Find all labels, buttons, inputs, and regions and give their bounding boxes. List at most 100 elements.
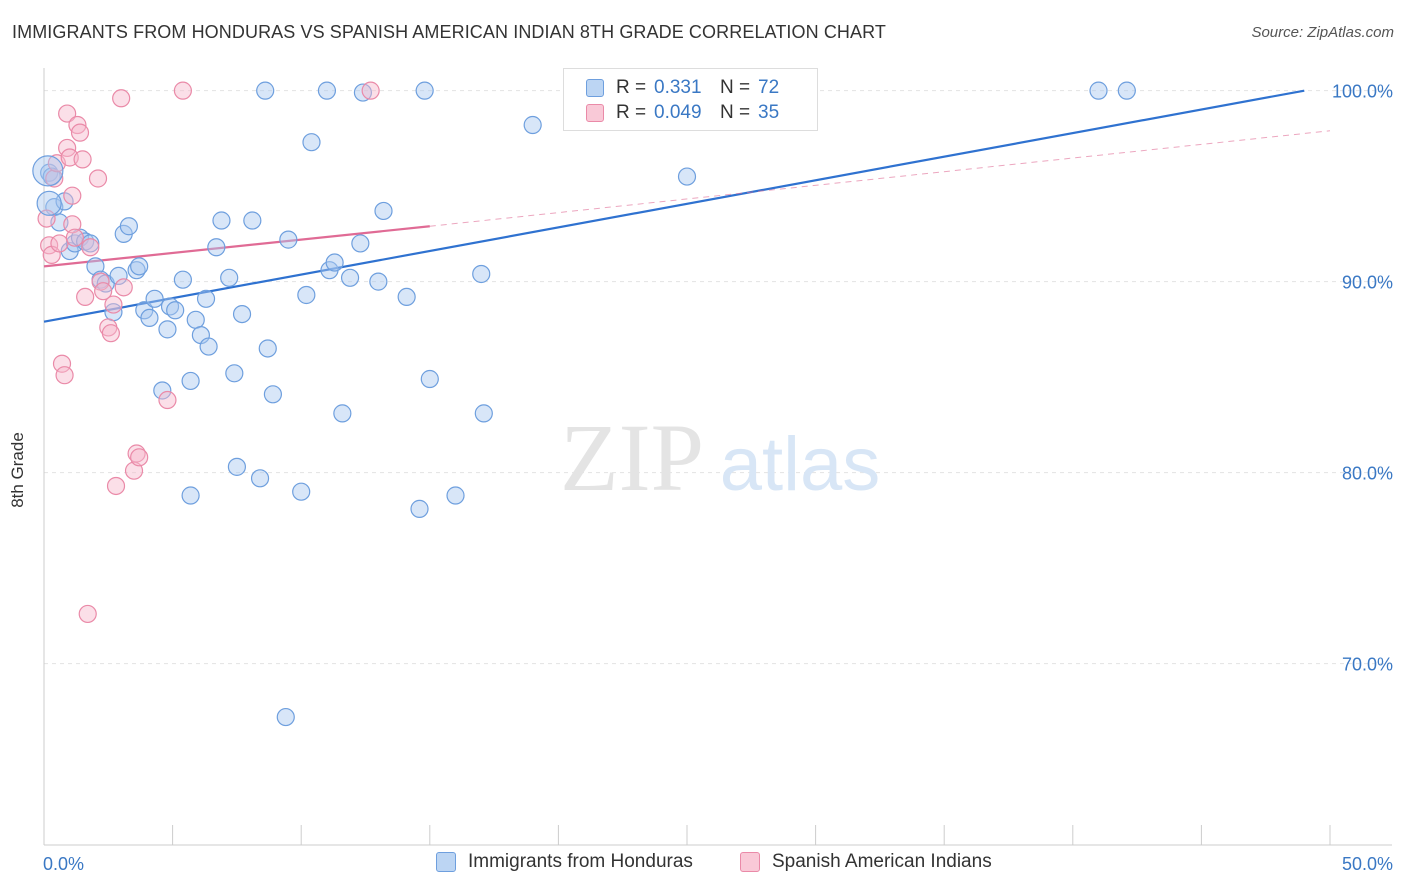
pink-swatch [586,104,604,122]
series-legend: Immigrants from Honduras Spanish America… [0,851,1406,877]
stats-legend: R = 0.331 N = 72 R = 0.049 N = 35 [563,68,818,131]
r-label: R = [616,102,647,123]
n-label: N = [720,77,751,98]
point-spanish-american-indians [73,150,92,169]
point-spanish-american-indians [94,282,113,301]
point-honduras [677,167,697,186]
point-honduras [523,115,542,135]
point-honduras [220,268,239,287]
y-tick-label: 80.0% [1342,464,1393,484]
point-honduras [472,264,491,284]
point-honduras [302,133,321,152]
point-spanish-american-indians [81,238,100,257]
point-honduras [186,310,205,329]
r-label: R = [616,77,647,98]
point-honduras [317,81,337,100]
point-honduras [340,268,360,287]
point-honduras [207,238,226,257]
y-tick-label: 100.0% [1332,82,1393,102]
point-spanish-american-indians [55,366,74,385]
point-honduras [351,234,370,253]
axes [43,68,1392,846]
point-spanish-american-indians [114,278,133,297]
point-honduras-cluster [32,155,64,187]
point-honduras [153,381,172,400]
point-honduras [415,81,434,100]
legend-item-honduras[interactable]: Immigrants from Honduras [436,851,693,873]
point-spanish-american-indians [52,354,72,373]
source-label: Source: ZipAtlas.com [1251,24,1394,41]
point-spanish-american-indians [173,81,192,100]
blue-swatch [586,79,604,97]
point-honduras [243,211,262,230]
legend-row-honduras: R = 0.331 N = 72 [586,76,779,100]
point-honduras [158,320,177,339]
point-honduras [258,339,277,358]
point-honduras [397,287,416,306]
point-honduras [212,211,231,230]
x-tick-label-max: 50.0% [1342,854,1393,874]
point-honduras [130,257,149,276]
legend-row-spanish-american-indians: R = 0.049 N = 35 [586,101,779,125]
point-honduras [140,308,159,328]
point-spanish-american-indians [45,169,64,188]
pink-swatch [740,852,760,872]
watermark: ZIP atlas [560,404,880,511]
y-tick-label: 90.0% [1342,273,1393,293]
point-honduras [250,469,270,488]
chart-title: IMMIGRANTS FROM HONDURAS VS SPANISH AMER… [12,22,886,42]
point-honduras [181,371,200,391]
point-spanish-american-indians [106,476,126,496]
n-value: 35 [758,102,780,123]
point-honduras [297,285,316,305]
point-spanish-american-indians [158,390,177,410]
point-honduras [232,304,252,324]
watermark-zip: ZIP [560,404,704,511]
point-honduras [1089,81,1108,100]
trendline-extension-spanish-american-indians [429,130,1331,227]
point-honduras [325,253,344,272]
point-spanish-american-indians [63,186,82,205]
tick-labels: 70.0% 80.0% 90.0% 100.0% 0.0% 50.0% [43,82,1393,874]
legend-item-spanish-american-indians[interactable]: Spanish American Indians [740,851,992,873]
data-points [32,81,1136,727]
point-honduras [410,499,429,518]
point-spanish-american-indians [112,89,131,108]
point-honduras [109,266,128,285]
point-spanish-american-indians [88,169,108,188]
point-honduras [333,404,352,423]
trendline-honduras [43,89,1305,323]
point-honduras [256,81,275,100]
point-honduras [199,337,218,356]
point-honduras [276,707,295,727]
trend-lines [43,89,1331,323]
x-tick-label-min: 0.0% [43,854,84,874]
point-honduras [119,217,138,236]
legend-label: Immigrants from Honduras [468,851,693,872]
gridlines [44,90,1392,665]
point-spanish-american-indians [361,81,380,100]
point-spanish-american-indians [78,604,97,624]
point-honduras [369,272,388,291]
watermark-atlas: atlas [720,422,881,507]
point-spanish-american-indians [76,287,95,306]
point-honduras [181,486,200,505]
point-honduras [420,369,439,389]
point-honduras [1117,81,1136,100]
point-honduras [227,457,246,476]
point-honduras [166,301,185,320]
blue-swatch [436,852,456,872]
r-value: 0.049 [654,102,702,123]
point-spanish-american-indians [63,215,82,234]
point-honduras [474,404,493,423]
point-spanish-american-indians [104,295,123,314]
point-honduras [446,486,465,505]
r-value: 0.331 [654,77,702,98]
point-honduras [279,230,298,249]
point-spanish-american-indians [65,228,84,247]
y-axis-label: 8th Grade [8,432,27,508]
n-value: 72 [758,77,780,98]
point-honduras-cluster [36,190,62,216]
point-honduras [374,201,393,221]
